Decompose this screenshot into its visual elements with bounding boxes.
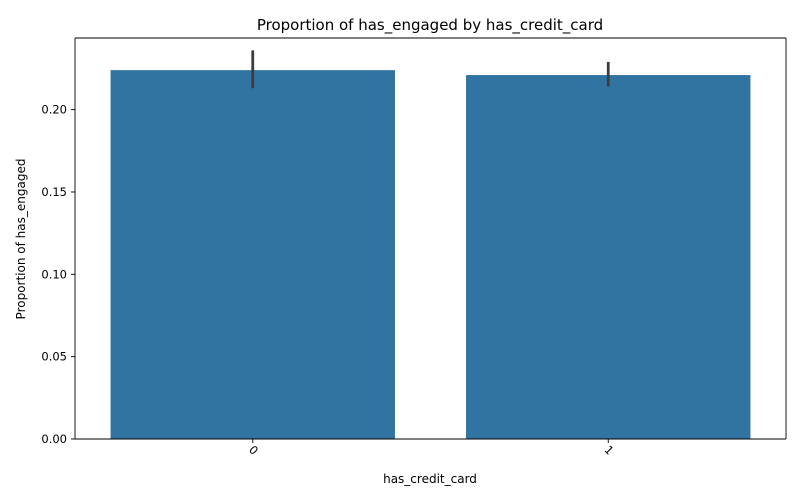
- y-tick-label-0: 0.00: [41, 432, 67, 446]
- y-axis-label: Proportion of has_engaged: [14, 159, 28, 320]
- plot-area: [110, 50, 751, 439]
- y-tick-label-2: 0.10: [41, 267, 67, 281]
- y-tick-label-1: 0.05: [41, 350, 67, 364]
- y-tick-label-3: 0.15: [41, 185, 67, 199]
- y-tick-label-4: 0.20: [41, 103, 67, 117]
- x-tick-label-0: 0: [246, 443, 261, 458]
- x-tick-label-1: 1: [602, 443, 617, 458]
- bar-0: [110, 70, 395, 439]
- chart-title: Proportion of has_engaged by has_credit_…: [257, 16, 603, 35]
- bar-1: [466, 75, 751, 439]
- y-axis-ticks: 0.00 0.05 0.10 0.15 0.20: [41, 103, 75, 446]
- x-axis-label: has_credit_card: [383, 472, 477, 486]
